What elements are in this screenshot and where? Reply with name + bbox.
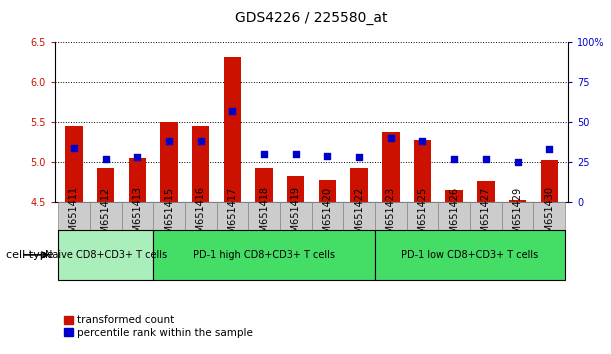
Text: GSM651429: GSM651429 xyxy=(513,186,522,246)
Bar xyxy=(438,202,470,230)
Text: GDS4226 / 225580_at: GDS4226 / 225580_at xyxy=(235,11,388,25)
Text: GSM651430: GSM651430 xyxy=(544,187,554,245)
Bar xyxy=(287,176,304,202)
Text: GSM651412: GSM651412 xyxy=(101,186,111,246)
Bar xyxy=(216,202,248,230)
Point xyxy=(323,153,332,159)
Bar xyxy=(382,132,400,202)
Point xyxy=(481,156,491,161)
Bar xyxy=(477,181,494,202)
Point xyxy=(227,108,237,114)
Text: GSM651417: GSM651417 xyxy=(227,186,238,246)
Bar xyxy=(58,202,90,230)
Bar xyxy=(375,202,407,230)
Point xyxy=(196,138,206,144)
Text: GSM651425: GSM651425 xyxy=(417,186,428,246)
Point xyxy=(354,154,364,160)
Text: GSM651419: GSM651419 xyxy=(291,187,301,245)
Bar xyxy=(470,202,502,230)
Text: Naive CD8+CD3+ T cells: Naive CD8+CD3+ T cells xyxy=(45,250,167,260)
Legend: transformed count, percentile rank within the sample: transformed count, percentile rank withi… xyxy=(60,311,257,342)
Bar xyxy=(90,202,122,230)
Bar xyxy=(129,158,146,202)
Bar xyxy=(153,230,375,280)
Bar xyxy=(185,202,216,230)
Bar xyxy=(255,167,273,202)
Bar xyxy=(160,122,178,202)
Text: GSM651411: GSM651411 xyxy=(69,187,79,245)
Text: GSM651415: GSM651415 xyxy=(164,186,174,246)
Bar xyxy=(248,202,280,230)
Bar xyxy=(407,202,438,230)
Text: cell type: cell type xyxy=(6,250,54,260)
Point xyxy=(133,154,142,160)
Bar xyxy=(58,230,153,280)
Bar xyxy=(533,202,565,230)
Bar xyxy=(414,139,431,202)
Text: GSM651423: GSM651423 xyxy=(386,186,396,246)
Bar xyxy=(192,126,210,202)
Text: PD-1 high CD8+CD3+ T cells: PD-1 high CD8+CD3+ T cells xyxy=(193,250,335,260)
Point xyxy=(291,151,301,157)
Point xyxy=(544,147,554,152)
Bar xyxy=(65,126,82,202)
Text: GSM651422: GSM651422 xyxy=(354,186,364,246)
Point xyxy=(449,156,459,161)
Point xyxy=(417,138,427,144)
Bar xyxy=(541,160,558,202)
Text: GSM651413: GSM651413 xyxy=(133,187,142,245)
Bar xyxy=(97,167,114,202)
Point xyxy=(164,138,174,144)
Bar xyxy=(502,202,533,230)
Point xyxy=(69,145,79,150)
Text: GSM651427: GSM651427 xyxy=(481,186,491,246)
Bar xyxy=(122,202,153,230)
Bar xyxy=(509,200,526,202)
Text: GSM651420: GSM651420 xyxy=(323,186,332,246)
Bar xyxy=(445,190,463,202)
Bar xyxy=(351,169,368,202)
Text: GSM651416: GSM651416 xyxy=(196,187,206,245)
Bar xyxy=(312,202,343,230)
Bar xyxy=(224,57,241,202)
Bar xyxy=(153,202,185,230)
Point xyxy=(259,151,269,157)
Bar xyxy=(319,180,336,202)
Bar xyxy=(280,202,312,230)
Text: GSM651418: GSM651418 xyxy=(259,187,269,245)
Bar xyxy=(375,230,565,280)
Point xyxy=(513,159,522,165)
Point xyxy=(386,135,396,141)
Text: GSM651426: GSM651426 xyxy=(449,186,459,246)
Bar xyxy=(343,202,375,230)
Point xyxy=(101,156,111,161)
Text: PD-1 low CD8+CD3+ T cells: PD-1 low CD8+CD3+ T cells xyxy=(401,250,539,260)
